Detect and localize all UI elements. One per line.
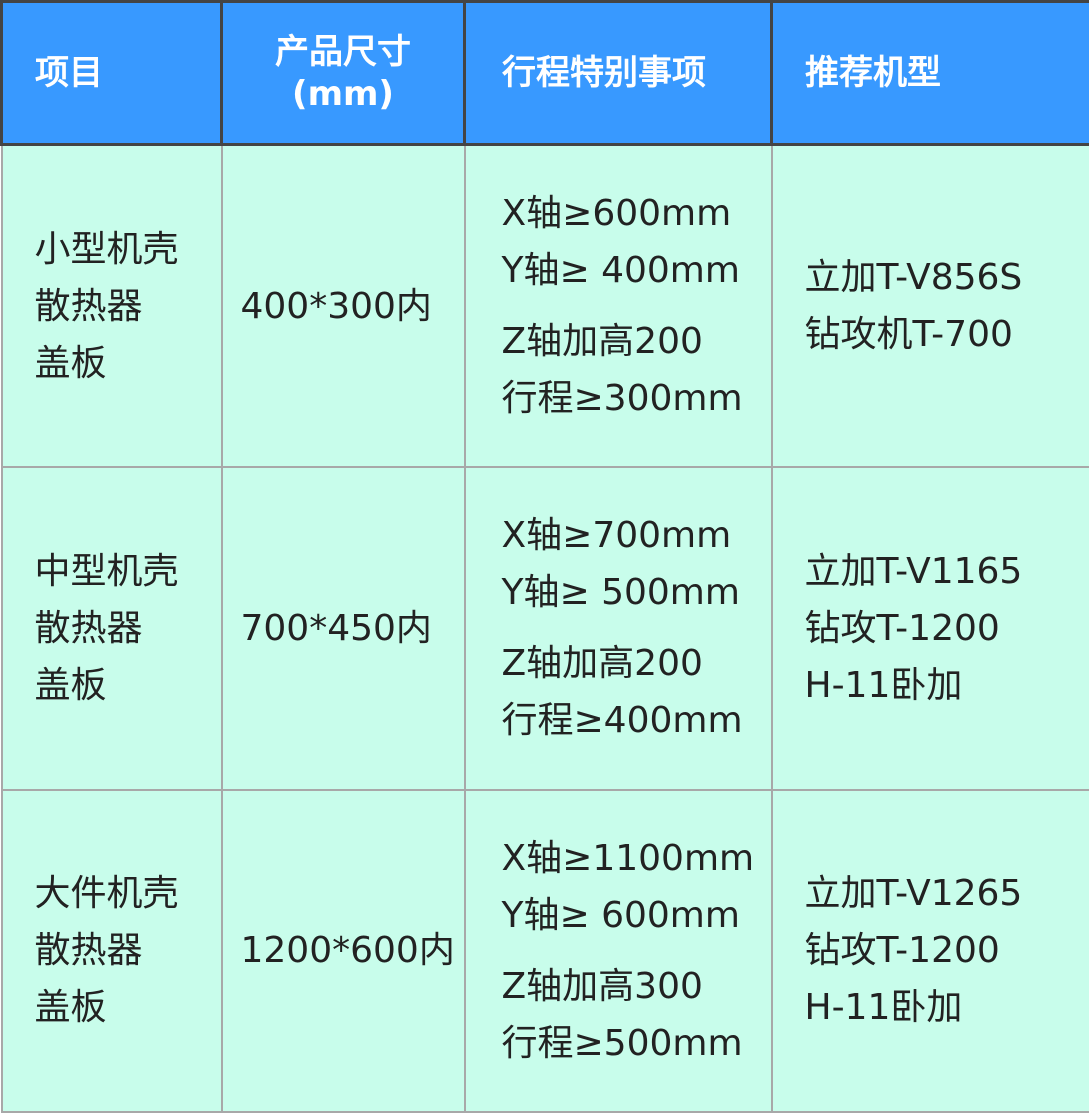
item-line: 盖板 xyxy=(34,664,107,706)
travel-line: Z轴加高300 xyxy=(501,965,703,1007)
travel-line: Z轴加高200 xyxy=(501,321,703,363)
item-line: 散热器 xyxy=(34,285,143,327)
item-cell: 大件机壳 散热器 盖板 xyxy=(0,788,223,1113)
travel-cell: X轴≥1100mm Y轴≥ 600mm Z轴加高300 行程≥500mm xyxy=(463,788,773,1113)
models-line: H-11卧加 xyxy=(804,664,963,706)
table-row: 大件机壳 散热器 盖板 1200*600内 X轴≥1100mm Y轴≥ 600mm Z轴加高… xyxy=(0,788,1089,1113)
header-row: 项目 产品尺寸 (mm) 行程特别事项 推荐机型 xyxy=(0,0,1089,146)
header-size: 产品尺寸 (mm) xyxy=(220,0,466,146)
header-size-line2: (mm) xyxy=(292,74,394,114)
travel-line: 行程≥500mm xyxy=(501,1022,743,1064)
travel-cell: X轴≥700mm Y轴≥ 500mm Z轴加高200 行程≥400mm xyxy=(463,466,773,791)
models-line: 钻攻T-1200 xyxy=(804,607,1000,649)
header-size-line1: 产品尺寸 xyxy=(275,32,411,72)
travel-line: Y轴≥ 500mm xyxy=(501,572,740,614)
models-cell: 立加T-V1165 钻攻T-1200 H-11卧加 xyxy=(770,466,1089,791)
item-cell: 中型机壳 散热器 盖板 xyxy=(0,466,223,791)
item-line: 散热器 xyxy=(34,930,143,972)
item-line: 大件机壳 xyxy=(34,873,179,915)
models-line: 钻攻T-1200 xyxy=(804,930,1000,972)
models-line: 立加T-V856S xyxy=(804,257,1023,299)
models-line: 立加T-V1165 xyxy=(804,550,1023,592)
models-cell: 立加T-V856S 钻攻机T-700 xyxy=(770,143,1089,469)
models-line: 立加T-V1265 xyxy=(804,873,1023,915)
header-models: 推荐机型 xyxy=(770,0,1089,146)
travel-line: Y轴≥ 600mm xyxy=(501,894,740,936)
item-line: 中型机壳 xyxy=(34,550,179,592)
travel-line: X轴≥1100mm xyxy=(501,837,755,879)
models-cell: 立加T-V1265 钻攻T-1200 H-11卧加 xyxy=(770,788,1089,1113)
header-travel: 行程特别事项 xyxy=(463,0,773,146)
travel-line: Z轴加高200 xyxy=(501,643,703,685)
travel-line: X轴≥600mm xyxy=(501,193,732,235)
travel-line: 行程≥300mm xyxy=(501,378,743,420)
travel-line: 行程≥400mm xyxy=(501,700,743,742)
travel-cell: X轴≥600mm Y轴≥ 400mm Z轴加高200 行程≥300mm xyxy=(463,143,773,469)
item-line: 小型机壳 xyxy=(34,228,179,270)
size-cell: 400*300内 xyxy=(220,143,466,469)
table-row: 小型机壳 散热器 盖板 400*300内 X轴≥600mm Y轴≥ 400mm Z轴加高20… xyxy=(0,143,1089,469)
header-item: 项目 xyxy=(0,0,223,146)
size-cell: 1200*600内 xyxy=(220,788,466,1113)
models-line: 钻攻机T-700 xyxy=(804,314,1013,356)
size-cell: 700*450内 xyxy=(220,466,466,791)
travel-line: Y轴≥ 400mm xyxy=(501,250,740,292)
models-line: H-11卧加 xyxy=(804,987,963,1029)
table-row: 中型机壳 散热器 盖板 700*450内 X轴≥700mm Y轴≥ 500mm Z轴加高20… xyxy=(0,466,1089,791)
item-line: 散热器 xyxy=(34,607,143,649)
item-cell: 小型机壳 散热器 盖板 xyxy=(0,143,223,469)
item-line: 盖板 xyxy=(34,342,107,384)
item-line: 盖板 xyxy=(34,987,107,1029)
travel-line: X轴≥700mm xyxy=(501,515,732,557)
